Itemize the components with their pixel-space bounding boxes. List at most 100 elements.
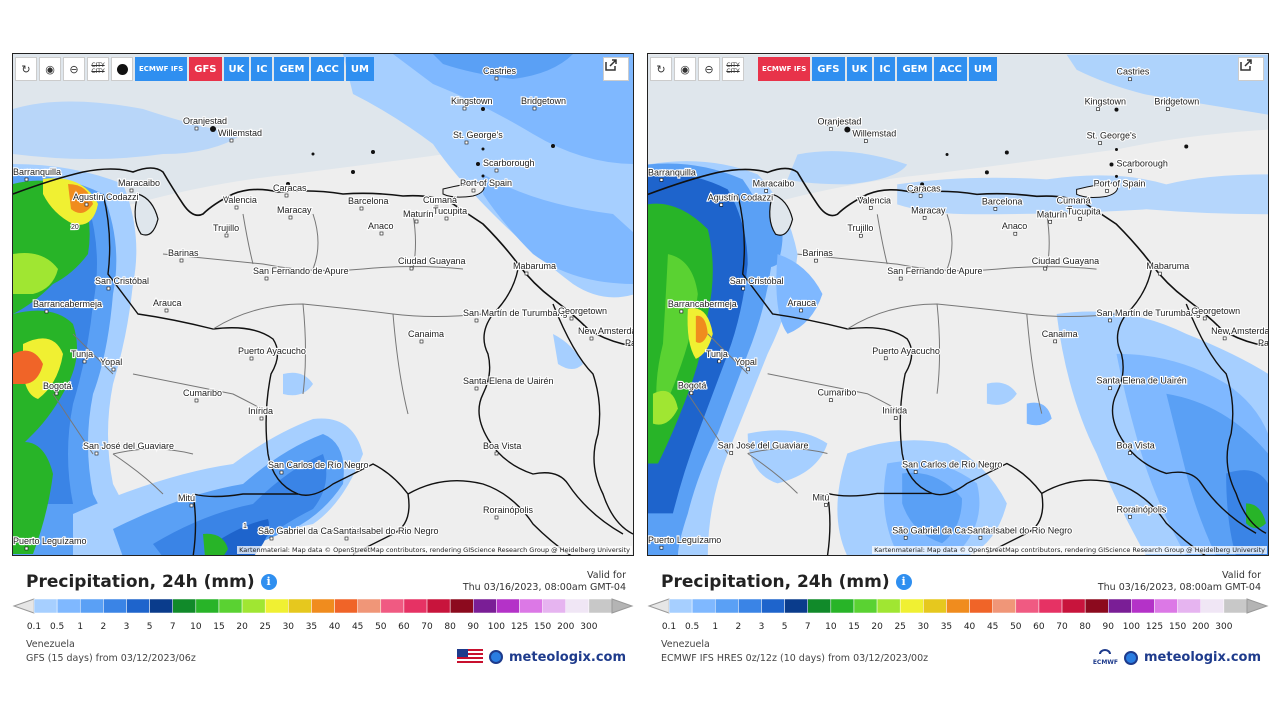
city-marker bbox=[659, 545, 664, 550]
city-marker bbox=[978, 535, 983, 540]
model-button-ecmwf[interactable]: ECMWF IFS bbox=[135, 57, 188, 81]
scale-tick-label: 0.5 bbox=[684, 622, 700, 632]
scale-tick-label: 7 bbox=[169, 622, 176, 632]
island bbox=[551, 144, 555, 148]
model-button-gfs[interactable]: GFS bbox=[812, 57, 845, 81]
scale-swatch bbox=[565, 598, 590, 614]
model-button-acc[interactable]: ACC bbox=[934, 57, 967, 81]
zoom-out-icon[interactable]: ⊖ bbox=[698, 57, 720, 81]
right-panel: Castries Kingstown Bridgetown Oranjestad Wil… bbox=[647, 53, 1269, 679]
map-canvas-left[interactable]: Castries Kingstown Bridgetown Oranjestad Wil… bbox=[13, 54, 634, 556]
scale-tick-label: 1 bbox=[77, 622, 84, 632]
city-marker bbox=[717, 359, 722, 364]
info-icon[interactable]: i bbox=[895, 574, 912, 590]
zoom-out-icon[interactable]: ⊖ bbox=[63, 57, 85, 81]
scale-tick-label: 20 bbox=[236, 622, 248, 632]
border bbox=[827, 492, 933, 497]
info-icon[interactable]: i bbox=[260, 574, 277, 590]
city-label: Arauca bbox=[153, 298, 182, 308]
scale-tick-label: 200 bbox=[557, 622, 575, 632]
region-label: Venezuela bbox=[26, 639, 75, 650]
model-button-ic[interactable]: IC bbox=[874, 57, 896, 81]
city-toggle-label: CITY CITY bbox=[726, 62, 740, 75]
scale-swatch bbox=[1015, 598, 1040, 614]
city-marker bbox=[824, 503, 828, 507]
state-border bbox=[687, 214, 1117, 494]
scale-swatch bbox=[1131, 598, 1155, 614]
city-label: Kingstown bbox=[451, 96, 493, 106]
scale-tick-label: 70 bbox=[421, 622, 433, 632]
us-flag-icon bbox=[457, 649, 484, 665]
map-left[interactable]: Castries Kingstown Bridgetown Oranjestad Wil… bbox=[12, 53, 634, 556]
model-button-ic[interactable]: IC bbox=[251, 57, 273, 81]
location-pin-icon[interactable]: ◉ bbox=[39, 57, 61, 81]
map-canvas-right[interactable]: Castries Kingstown Bridgetown Oranjestad Wil… bbox=[648, 54, 1268, 556]
model-button-ecmwf[interactable]: ECMWF IFS bbox=[758, 57, 811, 81]
refresh-icon[interactable]: ↻ bbox=[650, 57, 672, 81]
model-button-uk[interactable]: UK bbox=[846, 57, 873, 81]
share-icon[interactable] bbox=[1238, 57, 1264, 81]
city-label: Maracaibo bbox=[753, 178, 795, 188]
precip-area bbox=[1066, 54, 1268, 115]
border bbox=[737, 194, 1044, 554]
model-button-gem[interactable]: GEM bbox=[274, 57, 310, 81]
island bbox=[984, 170, 989, 175]
scale-tick-label: 20 bbox=[871, 622, 883, 632]
precip-area bbox=[553, 334, 583, 369]
city-toggle-button[interactable]: CITY CITY bbox=[722, 57, 744, 81]
scale-swatch bbox=[923, 598, 947, 614]
city-label: Rorainópolis bbox=[1116, 504, 1166, 514]
city-marker bbox=[898, 276, 903, 281]
scale-arrow-left bbox=[12, 598, 35, 614]
city-label: Kingstown bbox=[1085, 97, 1126, 107]
scale-swatch bbox=[1038, 598, 1063, 614]
city-marker bbox=[164, 308, 169, 313]
model-button-gem[interactable]: GEM bbox=[897, 57, 933, 81]
city-toggle-button[interactable]: CITY CITY bbox=[87, 57, 109, 81]
island bbox=[210, 126, 216, 132]
scale-swatch bbox=[311, 598, 335, 614]
island bbox=[481, 174, 485, 178]
city-marker bbox=[814, 258, 818, 263]
city-label: Santa Isabel do Rio Negro bbox=[333, 526, 439, 536]
model-button-gfs[interactable]: GFS bbox=[189, 57, 222, 81]
model-button-acc[interactable]: ACC bbox=[311, 57, 344, 81]
city-marker bbox=[44, 309, 49, 314]
state-border bbox=[52, 213, 484, 495]
location-pin-icon[interactable]: ◉ bbox=[674, 57, 696, 81]
model-button-uk[interactable]: UK bbox=[223, 57, 250, 81]
model-button-um[interactable]: UM bbox=[345, 57, 374, 81]
scale-swatch bbox=[496, 598, 520, 614]
city-label: Boa Vista bbox=[483, 441, 521, 451]
city-marker bbox=[179, 258, 184, 263]
city-label: Cumaribo bbox=[817, 388, 856, 398]
brand-text[interactable]: meteologix.com bbox=[1144, 650, 1261, 665]
city-marker bbox=[444, 216, 449, 221]
toolbar-spacer bbox=[746, 57, 756, 81]
scale-swatch bbox=[1223, 598, 1248, 614]
city-marker bbox=[864, 139, 868, 143]
scale-swatch bbox=[357, 598, 382, 614]
dot-icon[interactable] bbox=[111, 57, 133, 81]
trinidad bbox=[442, 181, 485, 198]
scale-swatch bbox=[519, 598, 543, 614]
city-marker bbox=[106, 286, 111, 291]
model-button-um[interactable]: UM bbox=[968, 57, 997, 81]
precip-area bbox=[902, 472, 962, 544]
city-label: San Martín de Turumbang bbox=[1097, 308, 1201, 318]
scale-tick-label: 1 bbox=[712, 622, 719, 632]
share-icon[interactable] bbox=[603, 57, 629, 81]
map-right[interactable]: Castries Kingstown Bridgetown Oranjestad Wil… bbox=[647, 53, 1269, 556]
scale-swatch bbox=[807, 598, 832, 614]
precip-area bbox=[986, 382, 1017, 405]
scale-swatch bbox=[241, 598, 266, 614]
city-marker bbox=[741, 286, 745, 291]
refresh-icon[interactable]: ↻ bbox=[15, 57, 37, 81]
city-marker bbox=[189, 503, 194, 508]
scale-tick-label: 40 bbox=[328, 622, 341, 632]
brand-text[interactable]: meteologix.com bbox=[509, 649, 626, 665]
map-attribution: Kartenmaterial: Map data © OpenStreetMap… bbox=[237, 546, 632, 554]
scale-tick-label: 200 bbox=[1192, 622, 1210, 632]
precip-area bbox=[483, 174, 633, 284]
city-label: Caracas bbox=[273, 183, 307, 193]
